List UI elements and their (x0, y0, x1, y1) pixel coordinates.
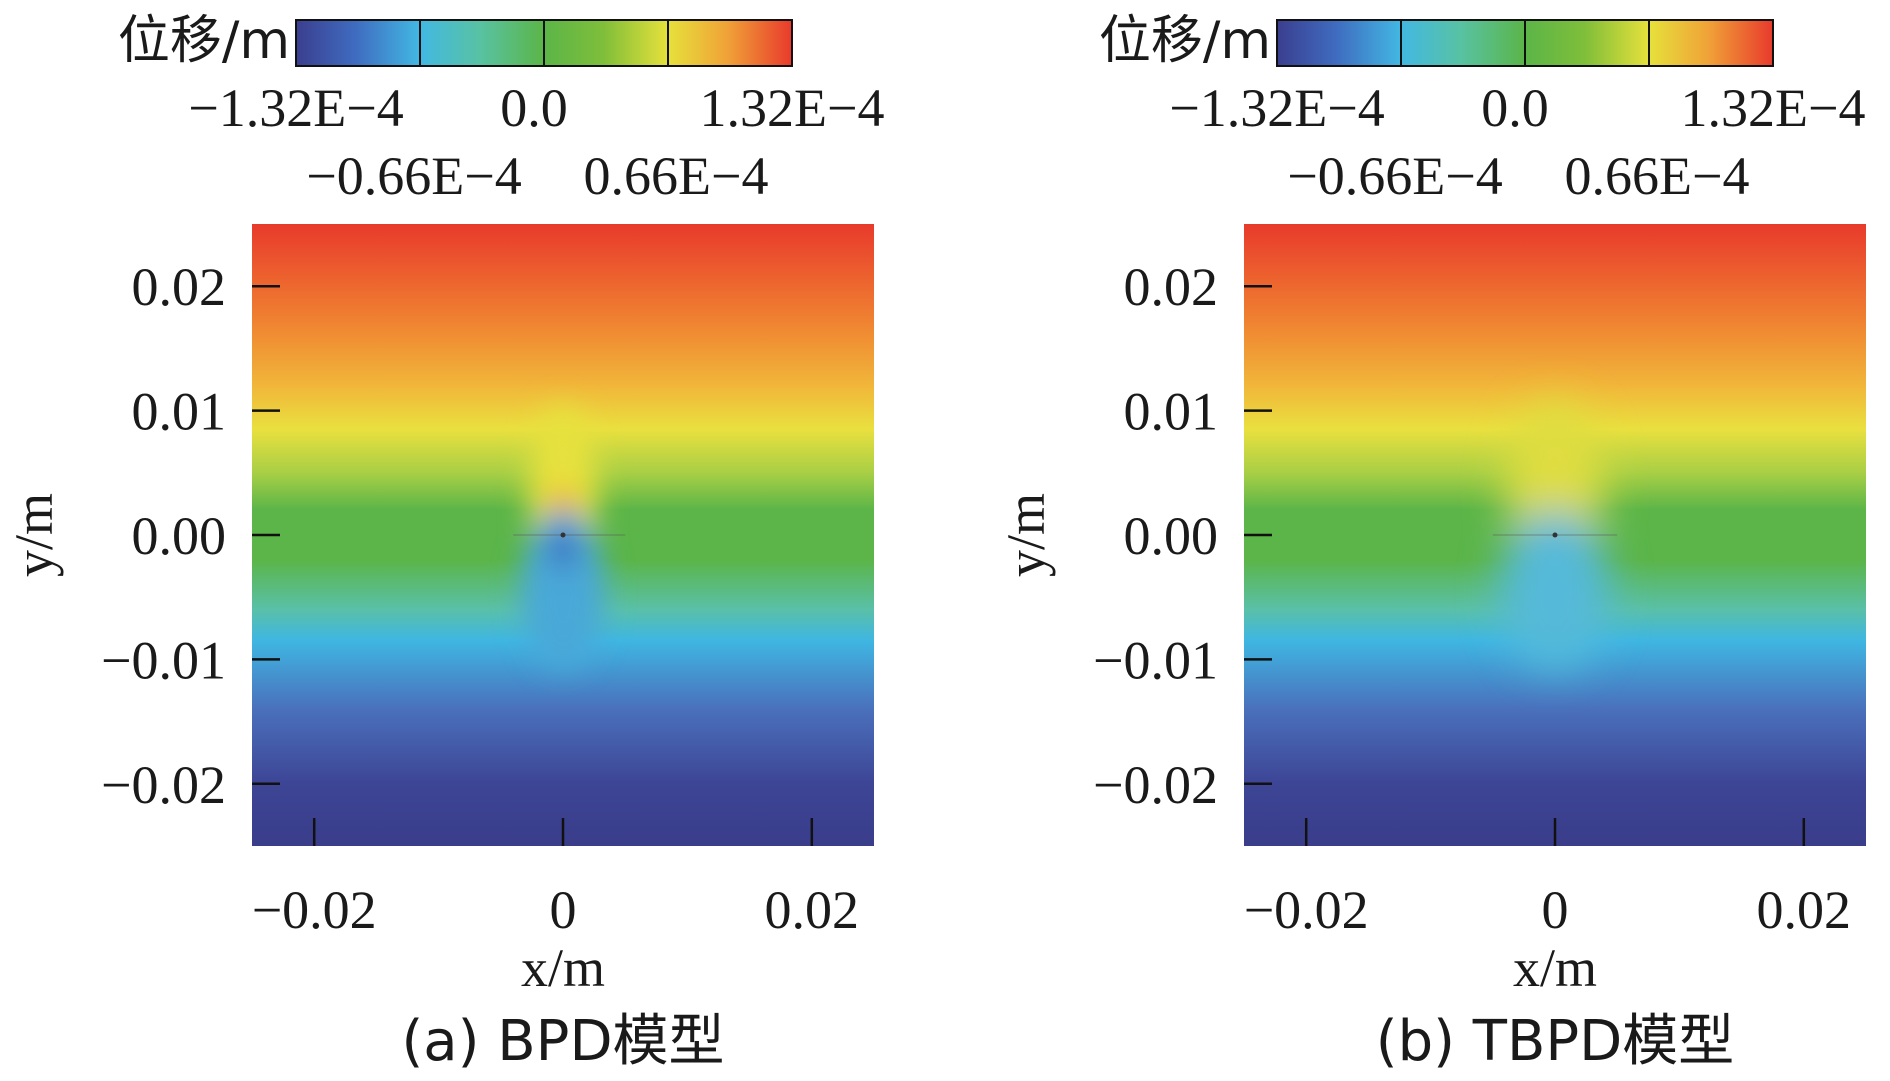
colorbar-tick-label: 1.32E−4 (700, 78, 885, 138)
y-tick-label: 0.01 (1124, 382, 1219, 442)
field-dip-cold (549, 529, 577, 569)
colorbar-tick-label: 0.66E−4 (584, 146, 769, 206)
colorbar-tick-label: 1.32E−4 (1681, 78, 1866, 138)
x-tick-label: −0.02 (1244, 880, 1369, 940)
panel-caption: (a) BPD模型 (401, 1009, 724, 1074)
colorbar-title: 位移/m (1099, 11, 1271, 71)
x-tick-label: 0.02 (765, 880, 860, 940)
heatmap-field (252, 224, 874, 846)
y-tick-label: −0.02 (101, 755, 226, 815)
y-tick-label: 0.00 (1124, 506, 1219, 566)
x-tick-label: 0 (1542, 880, 1569, 940)
x-axis-label: x/m (1513, 938, 1597, 998)
x-tick-label: 0 (550, 880, 577, 940)
field-features (521, 405, 605, 670)
colorbar-tick-label: 0.0 (1481, 78, 1549, 138)
colorbar-tick-label: 0.0 (500, 78, 568, 138)
axes: 0.02 0.01 0.00 −0.01 −0.02 −0.02 0 0.02 x/m y/m (4, 257, 859, 998)
y-tick-label: 0.02 (132, 257, 227, 317)
colorbar-tick-label: −1.32E−4 (188, 78, 403, 138)
panel-caption: (b) TBPD模型 (1376, 1009, 1735, 1074)
heatmap-field (1244, 224, 1866, 846)
chart-panel-b: 位移/m −1.32E−4 0.0 1.32E−4 −0.66E−4 0.66E−4 0.0… (996, 11, 1866, 1074)
y-tick-label: −0.01 (1093, 630, 1218, 690)
y-axis-label: y/m (4, 493, 64, 577)
y-tick-label: 0.01 (132, 382, 227, 442)
field-features (1500, 400, 1610, 670)
colorbar: 位移/m −1.32E−4 0.0 1.32E−4 −0.66E−4 0.66E−4 (1099, 11, 1866, 206)
crack-center-mark (1552, 532, 1558, 538)
y-tick-label: 0.00 (132, 506, 227, 566)
x-axis-label: x/m (521, 938, 605, 998)
colorbar-tick-label: −0.66E−4 (306, 146, 521, 206)
x-tick-label: 0.02 (1757, 880, 1852, 940)
axes: 0.02 0.01 0.00 −0.01 −0.02 −0.02 0 0.02 x/m y/m (996, 257, 1851, 998)
field-dip-lower (1500, 510, 1610, 670)
colorbar-tick-label: 0.66E−4 (1565, 146, 1750, 206)
colorbar: 位移/m −1.32E−4 0.0 1.32E−4 −0.66E−4 0.66E−4 (118, 11, 885, 206)
colorbar-tick-label: −1.32E−4 (1169, 78, 1384, 138)
y-tick-label: −0.02 (1093, 755, 1218, 815)
y-axis-label: y/m (996, 493, 1056, 577)
colorbar-title: 位移/m (118, 11, 290, 71)
x-tick-label: −0.02 (252, 880, 377, 940)
chart-panel-a: 位移/m −1.32E−4 0.0 1.32E−4 −0.66E−4 0.66E−4 0.0… (4, 11, 884, 1074)
y-tick-label: 0.02 (1124, 257, 1219, 317)
field-dip-lower (521, 510, 605, 670)
crack-center-mark (560, 532, 566, 538)
y-tick-label: −0.01 (101, 630, 226, 690)
colorbar-tick-label: −0.66E−4 (1287, 146, 1502, 206)
